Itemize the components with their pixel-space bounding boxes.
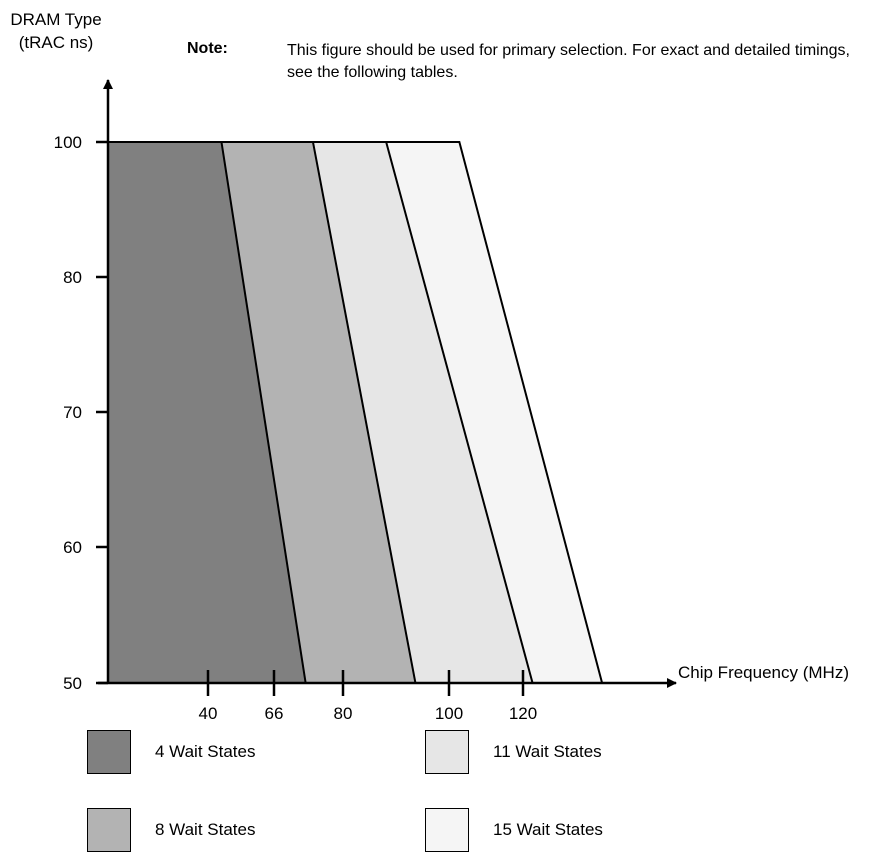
legend-swatch [87, 808, 131, 852]
note-label: Note: [187, 40, 228, 57]
legend-item-11-wait-states: 11 Wait States [425, 730, 602, 774]
y-tick-label: 80 [63, 268, 82, 287]
x-tick-label: 120 [509, 704, 537, 723]
legend-item-8-wait-states: 8 Wait States [87, 808, 255, 852]
legend-label: 4 Wait States [155, 742, 256, 761]
y-axis-label: DRAM Type (tRAC ns) [10, 10, 102, 52]
legend-label: 15 Wait States [493, 820, 603, 839]
legend-label: 8 Wait States [155, 820, 256, 839]
legend-swatch [87, 730, 131, 774]
note-text: This figure should be used for primary s… [287, 42, 850, 81]
x-tick-label: 40 [199, 704, 218, 723]
x-tick-label: 66 [265, 704, 284, 723]
x-tick-label: 80 [334, 704, 353, 723]
legend-label: 11 Wait States [493, 742, 602, 761]
legend-item-4-wait-states: 4 Wait States [87, 730, 255, 774]
x-tick-label: 100 [435, 704, 463, 723]
y-tick-label: 50 [63, 674, 82, 693]
y-tick-label: 70 [63, 403, 82, 422]
legend-swatch [425, 730, 469, 774]
legend-swatch [425, 808, 469, 852]
x-axis-label: Chip Frequency (MHz) [678, 663, 849, 682]
y-tick-label: 60 [63, 538, 82, 557]
y-tick-label: 100 [54, 133, 82, 152]
y-ticks: 100 80 70 60 50 [54, 133, 108, 693]
x-ticks: 40 66 80 100 120 [199, 670, 537, 723]
legend-item-15-wait-states: 15 Wait States [425, 808, 603, 852]
wait-state-regions [107, 141, 604, 684]
